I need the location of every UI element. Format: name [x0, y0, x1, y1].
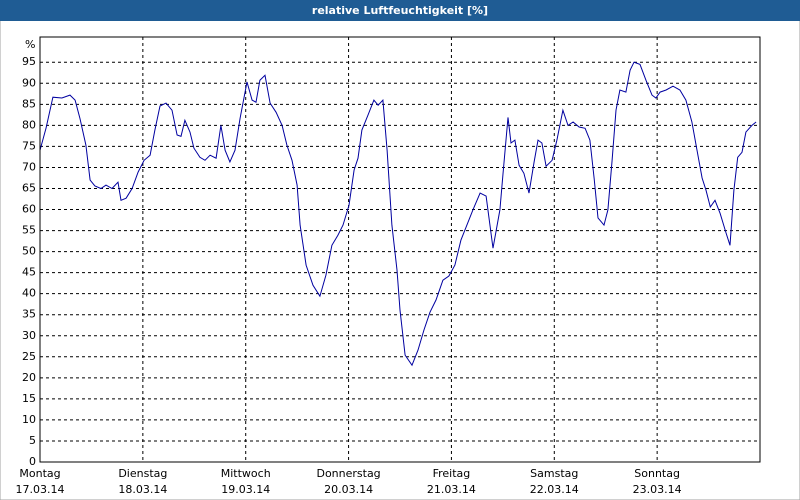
y-tick-label: 70 — [22, 160, 36, 173]
y-tick-label: 75 — [22, 139, 36, 152]
y-tick-label: 95 — [22, 55, 36, 68]
x-tick-label: 18.03.14 — [118, 483, 167, 496]
title-bar — [0, 0, 800, 21]
y-tick-label: 0 — [29, 455, 36, 468]
x-tick-label: 23.03.14 — [633, 483, 682, 496]
y-tick-label: 20 — [22, 371, 36, 384]
x-tick-label: Samstag — [530, 467, 578, 480]
y-tick-label: 30 — [22, 329, 36, 342]
y-tick-label: 25 — [22, 350, 36, 363]
y-tick-label: 65 — [22, 181, 36, 194]
x-tick-label: Mittwoch — [221, 467, 271, 480]
y-axis-label: % — [25, 38, 35, 51]
x-tick-label: Sonntag — [634, 467, 680, 480]
x-tick-label: Freitag — [433, 467, 471, 480]
y-tick-label: 85 — [22, 97, 36, 110]
chart-title: relative Luftfeuchtigkeit [%] — [312, 4, 488, 17]
y-tick-label: 5 — [29, 434, 36, 447]
y-tick-label: 15 — [22, 392, 36, 405]
x-tick-label: 19.03.14 — [221, 483, 270, 496]
plot-area — [39, 36, 761, 463]
data-line — [39, 61, 757, 367]
x-tick-label: 21.03.14 — [427, 483, 476, 496]
y-tick-label: 80 — [22, 118, 36, 131]
x-tick-label: 20.03.14 — [324, 483, 373, 496]
y-tick-label: 60 — [22, 203, 36, 216]
y-tick-label: 50 — [22, 245, 36, 258]
y-tick-label: 90 — [22, 76, 36, 89]
y-tick-label: 45 — [22, 266, 36, 279]
y-tick-label: 35 — [22, 308, 36, 321]
y-tick-label: 40 — [22, 287, 36, 300]
x-tick-label: Dienstag — [118, 467, 167, 480]
y-tick-label: 55 — [22, 224, 36, 237]
x-tick-label: 22.03.14 — [530, 483, 579, 496]
x-tick-label: Montag — [19, 467, 60, 480]
x-tick-label: 17.03.14 — [16, 483, 65, 496]
x-tick-label: Donnerstag — [316, 467, 380, 480]
y-tick-label: 10 — [22, 413, 36, 426]
plot-border — [39, 36, 761, 463]
